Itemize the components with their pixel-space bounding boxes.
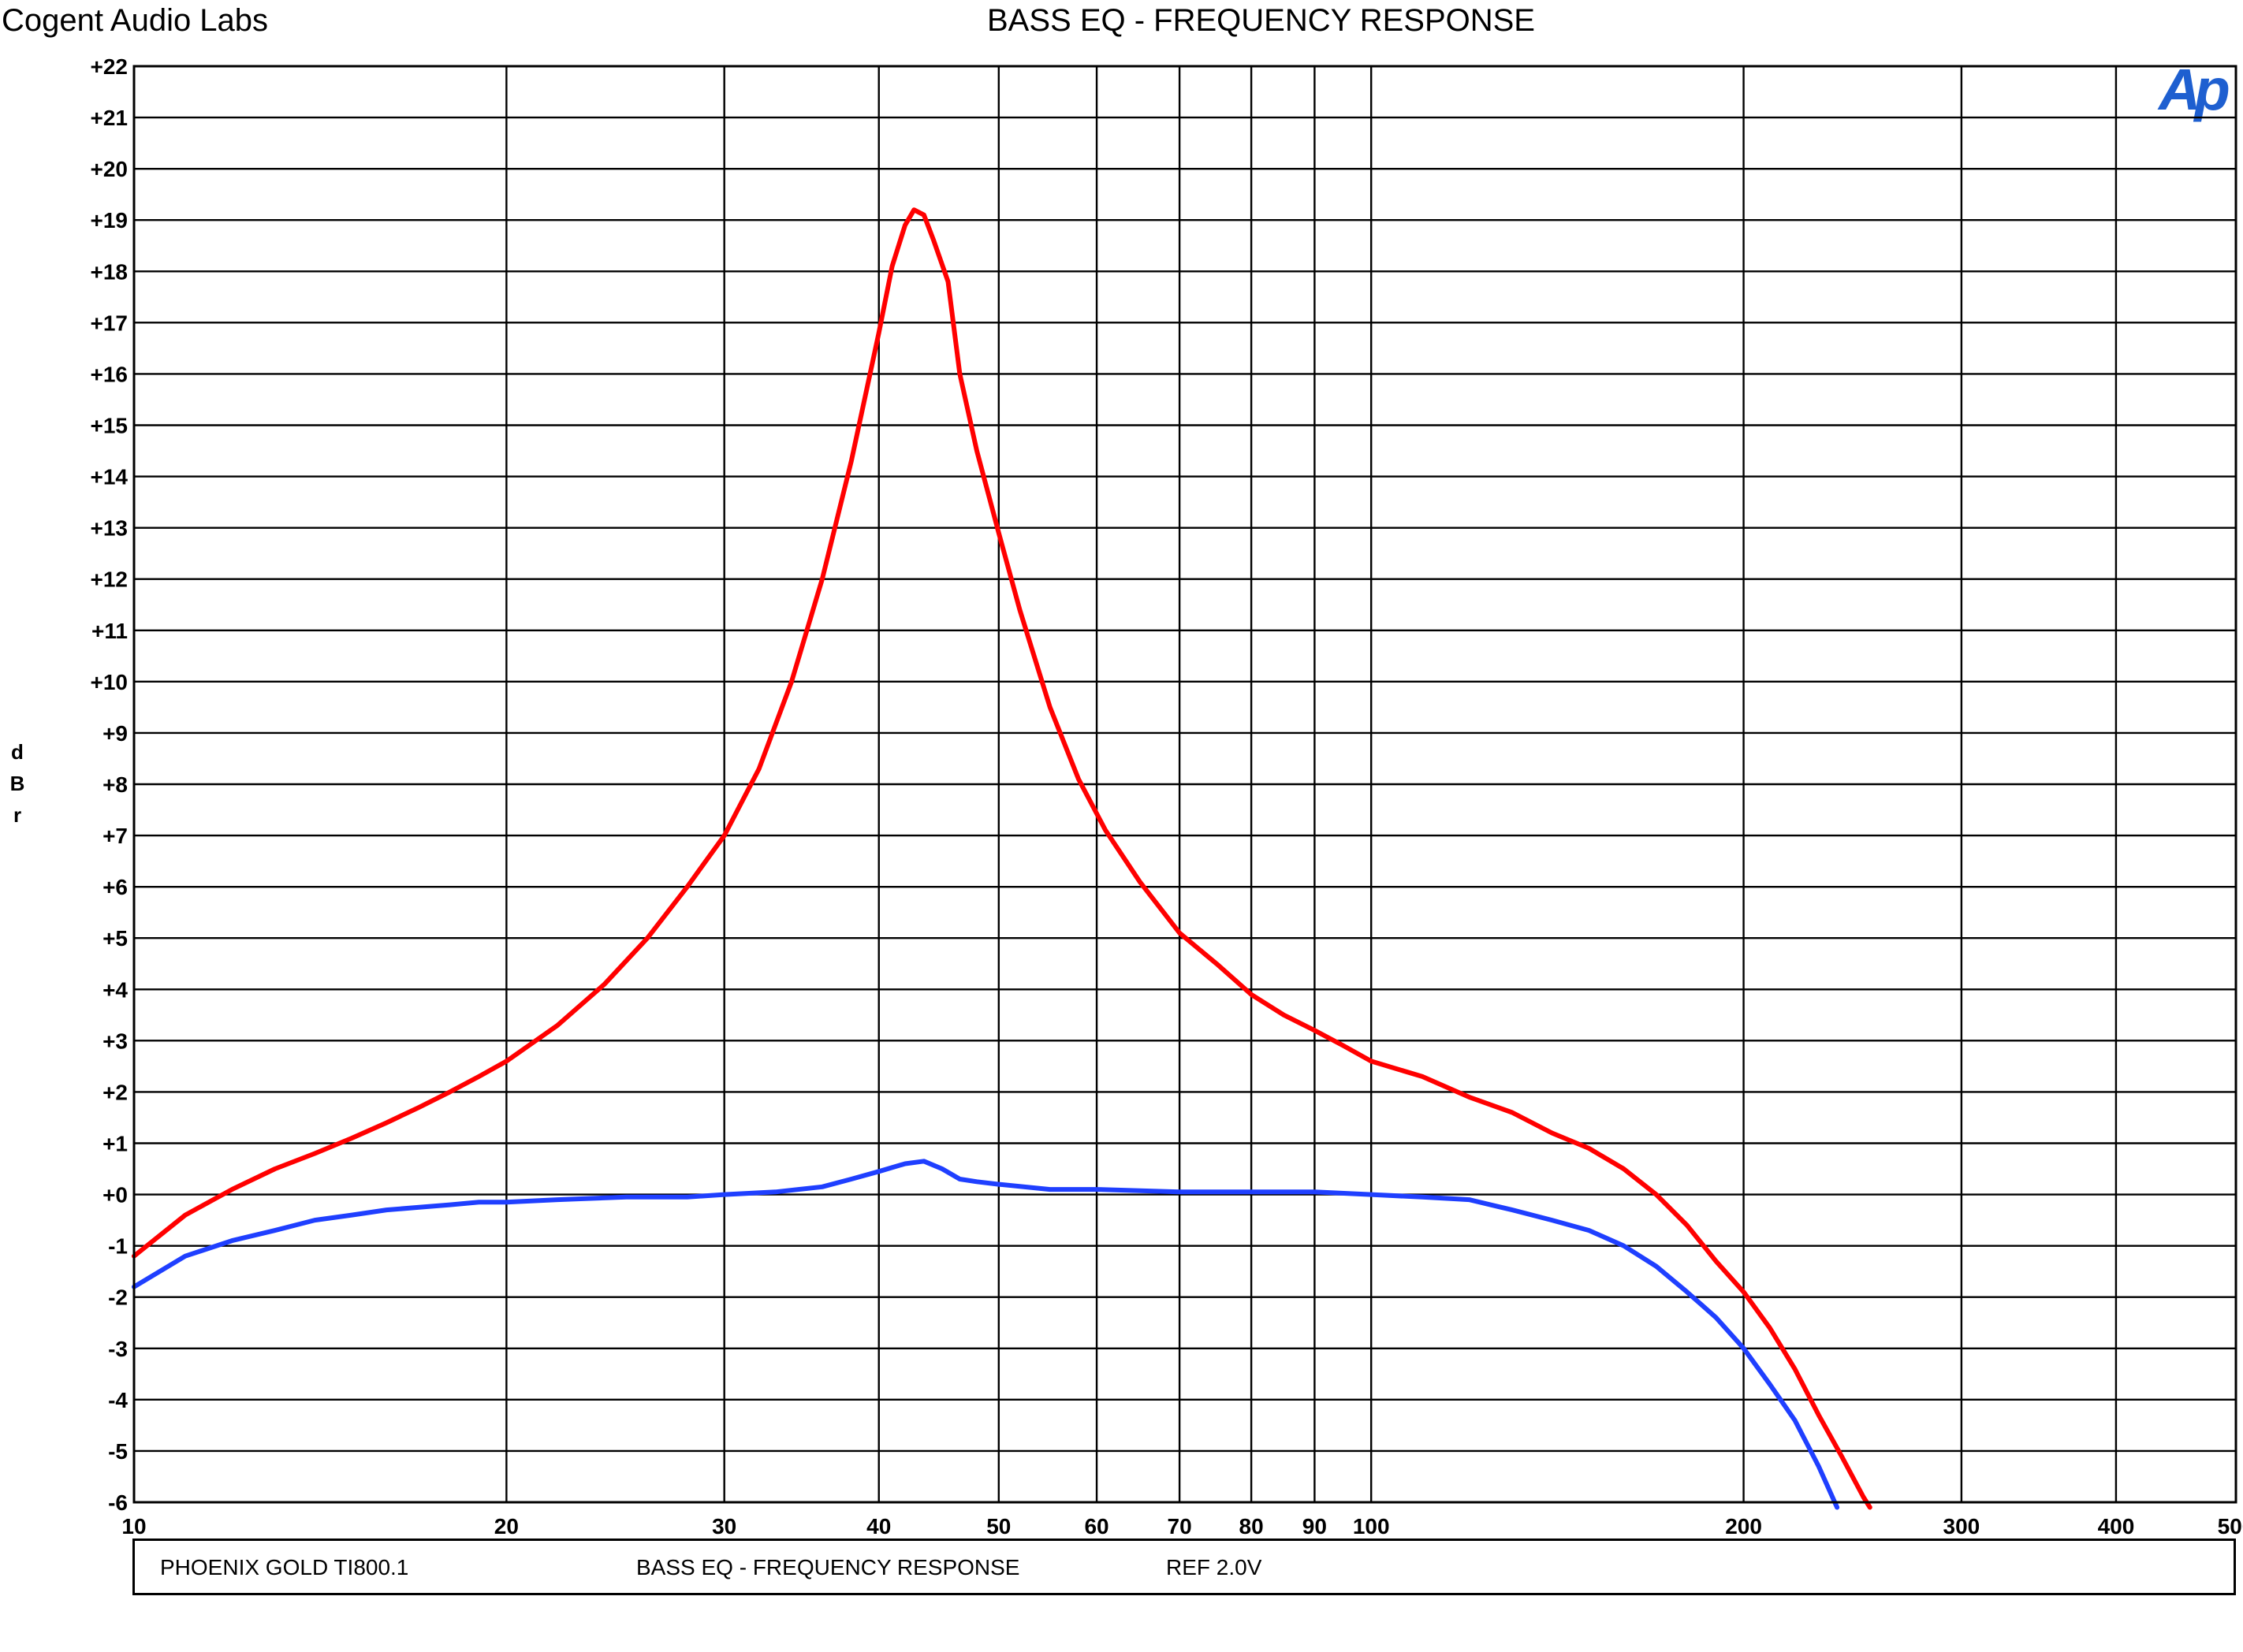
y-tick-label: -3 — [108, 1337, 128, 1361]
y-tick-label: +1 — [102, 1132, 128, 1156]
footer-reference: REF 2.0V — [1166, 1555, 1262, 1579]
y-tick-label: +21 — [91, 106, 129, 130]
y-tick-label: +13 — [91, 516, 129, 541]
chart-title: BASS EQ - FREQUENCY RESPONSE — [987, 3, 1535, 38]
y-tick-label: -6 — [108, 1490, 128, 1515]
y-tick-label: +14 — [91, 465, 129, 489]
x-tick-label: 200 — [1725, 1514, 1762, 1539]
y-tick-label: +12 — [91, 567, 129, 592]
y-tick-label: +11 — [91, 619, 128, 643]
y-tick-label: +7 — [102, 824, 128, 848]
info-footer: PHOENIX GOLD TI800.1 BASS EQ - FREQUENCY… — [132, 1539, 2236, 1595]
y-tick-label: +19 — [91, 208, 129, 233]
y-tick-label: +2 — [102, 1080, 128, 1104]
frequency-response-chart: -6 -5 -4 -3 -2 -1 +0 +1 +2 +3 +4 +5 +6 +7 +8 +9 +10 +11 +1… — [91, 54, 2243, 1539]
y-tick-label: +10 — [91, 670, 129, 694]
grid — [132, 65, 2237, 1504]
x-tick-label: 60 — [1084, 1514, 1108, 1539]
y-tick-label: +22 — [91, 54, 129, 79]
x-tick-label: 80 — [1239, 1514, 1264, 1539]
brand-label: Cogent Audio Labs — [2, 3, 269, 38]
x-tick-label: 500 — [2218, 1514, 2243, 1539]
y-axis-label-d: d — [11, 740, 24, 764]
y-tick-label: -5 — [108, 1439, 128, 1464]
y-tick-label: +0 — [102, 1183, 128, 1207]
footer-model: PHOENIX GOLD TI800.1 — [160, 1555, 409, 1579]
x-tick-label: 400 — [2098, 1514, 2135, 1539]
x-tick-label: 70 — [1168, 1514, 1192, 1539]
x-tick-label: 50 — [986, 1514, 1011, 1539]
footer-description: BASS EQ - FREQUENCY RESPONSE — [636, 1555, 1020, 1579]
plot-frame — [132, 65, 2237, 1504]
x-tick-label: 300 — [1943, 1514, 1980, 1539]
y-tick-label: +8 — [102, 772, 128, 797]
y-axis-label: d B r — [6, 736, 28, 831]
y-tick-label: +15 — [91, 414, 129, 438]
ap-logo: Ap — [2159, 57, 2230, 122]
series-line-2 — [132, 1159, 1840, 1510]
y-tick-label: +9 — [102, 721, 128, 746]
y-tick-label: +6 — [102, 875, 128, 899]
y-tick-label: +17 — [91, 311, 129, 335]
y-tick-label: +5 — [102, 926, 128, 951]
tick-labels: -6 -5 -4 -3 -2 -1 +0 +1 +2 +3 +4 +5 +6 +7 +8 +9 +10 +11 +1… — [91, 54, 2243, 1539]
x-tick-label: 90 — [1302, 1514, 1327, 1539]
y-tick-label: -2 — [108, 1286, 128, 1310]
y-tick-label: +20 — [91, 157, 129, 181]
y-tick-label: +3 — [102, 1029, 128, 1053]
x-tick-label: 40 — [866, 1514, 891, 1539]
y-tick-label: -1 — [108, 1234, 128, 1259]
x-tick-label: 30 — [712, 1514, 736, 1539]
y-axis-label-b: B — [9, 772, 25, 795]
series-lines — [132, 207, 1872, 1510]
y-tick-label: +16 — [91, 362, 129, 386]
x-tick-label: 20 — [494, 1514, 519, 1539]
y-tick-label: -4 — [108, 1388, 128, 1412]
x-tick-label: 100 — [1353, 1514, 1390, 1539]
y-axis-label-r: r — [13, 803, 22, 827]
series-line-1 — [132, 207, 1872, 1510]
x-tick-label: 10 — [121, 1514, 146, 1539]
y-tick-label: +18 — [91, 259, 129, 284]
y-tick-label: +4 — [102, 977, 128, 1002]
